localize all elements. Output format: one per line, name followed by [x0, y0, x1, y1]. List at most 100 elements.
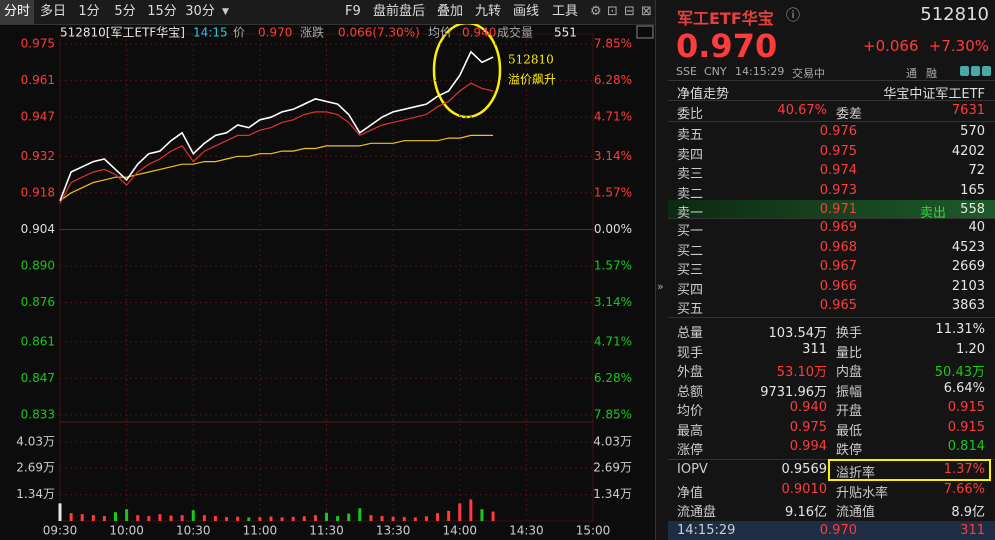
volume-bar [213, 516, 217, 521]
volume-bar [358, 508, 362, 521]
tool-icon[interactable] [982, 66, 991, 76]
dropdown-arrow[interactable]: ▼ [222, 7, 229, 17]
field-label: 升贴水率 [836, 485, 889, 501]
volume-bar [125, 509, 129, 521]
y-tick-label: 0.975 [21, 37, 55, 51]
icon-button[interactable]: ⊡ [607, 4, 618, 19]
field-value: 11.31% [935, 322, 985, 337]
tool-button[interactable]: 画线 [513, 4, 540, 19]
ask-label: 卖四 [677, 147, 704, 163]
sub-time: 14:15:29 [735, 65, 785, 78]
volume-bar [402, 517, 406, 521]
icon-button[interactable]: ⚙ [590, 4, 602, 19]
ask-label: 卖五 [677, 128, 704, 143]
field-value: 0.814 [947, 439, 985, 454]
field-value: 1.37% [943, 462, 985, 477]
splitter[interactable]: » [655, 0, 669, 540]
tool-button[interactable]: 工具 [552, 4, 579, 19]
change: +0.066 [863, 37, 919, 55]
nav-label[interactable]: 净值走势 [677, 87, 730, 102]
bid-label: 买一 [677, 224, 704, 239]
header-change: 0.066(7.30%) [338, 26, 420, 40]
volume-bar [458, 503, 462, 521]
field-value: 9.16亿 [785, 505, 827, 520]
volume-bar [424, 516, 428, 521]
header-vol: 551 [554, 26, 577, 40]
avg-line [59, 134, 494, 202]
volume-bar [291, 516, 295, 521]
field-value: 7.66% [943, 481, 985, 497]
tab[interactable]: 5分 [114, 4, 136, 19]
tab[interactable]: 分时 [0, 0, 34, 24]
volume-bar [280, 517, 284, 521]
pct-tick-label: 0.00% [594, 222, 632, 236]
field-value: 8.9亿 [951, 505, 985, 520]
bid-volume: 3863 [951, 298, 985, 313]
field-label: 委差 [836, 107, 863, 122]
pct-tick-label: 7.85% [594, 37, 632, 51]
ask-volume: 570 [960, 124, 985, 139]
pct-tick-label: 1.57% [594, 185, 632, 199]
price-line [59, 50, 494, 202]
trade-price: 0.970 [819, 523, 857, 538]
x-tick-label: 09:30 [43, 524, 78, 538]
ask-label: 卖三 [677, 167, 704, 182]
field-label: 量比 [836, 345, 863, 361]
field-value: 1.20 [956, 341, 985, 357]
volume-bar [80, 514, 84, 521]
volume-bar [158, 514, 162, 521]
y-tick-label: 0.861 [21, 334, 55, 348]
bid-price: 0.966 [819, 278, 857, 294]
vol-tick-label: 1.34万 [16, 487, 55, 501]
tool-button[interactable]: 叠加 [437, 4, 464, 19]
y-tick-label: 0.932 [21, 149, 55, 163]
header-price-label: 价 [233, 26, 245, 40]
field-label: 换手 [836, 326, 863, 341]
bid-price: 0.969 [819, 220, 857, 235]
tab[interactable]: 多日 [39, 4, 66, 19]
x-tick-label: 15:00 [576, 524, 611, 538]
sub-exchange: SSE [676, 65, 697, 78]
vol-tick-label: 4.03万 [16, 434, 55, 448]
volume-bar [136, 515, 140, 521]
field-label: 开盘 [836, 404, 863, 419]
volume-bar [369, 515, 373, 521]
bid-label: 买二 [677, 243, 704, 259]
tool-button[interactable]: 盘前盘后 [373, 4, 426, 19]
field-label: 总量 [677, 326, 704, 341]
intraday-chart: 512810[军工ETF华宝] 14:15 价 0.970 涨跌 0.066(7.30%)… [16, 24, 654, 538]
field-label: 委比 [677, 107, 704, 122]
tool-icon[interactable] [971, 66, 980, 76]
volume-bar [313, 515, 317, 521]
field-label: 流通盘 [677, 505, 717, 520]
sub-currency: CNY [704, 65, 727, 78]
header-avg: 0.940 [462, 26, 496, 40]
tab[interactable]: 15分 [147, 4, 177, 19]
divider [668, 317, 995, 318]
ask-label: 卖二 [677, 186, 704, 202]
volume-bar [491, 511, 495, 521]
volume-bar [447, 510, 451, 521]
pct-tick-label: 7.85% [594, 408, 632, 422]
field-value: 0.915 [947, 400, 985, 415]
y-tick-label: 0.961 [21, 73, 55, 87]
field-label: 最高 [677, 423, 704, 439]
icon-button[interactable]: ⊠ [641, 4, 652, 19]
tool-button[interactable]: F9 [345, 4, 361, 19]
ask-price: 0.976 [819, 124, 857, 139]
volume-bar [347, 513, 351, 521]
volume-bar [380, 515, 384, 521]
icon-button[interactable]: ⊟ [624, 4, 635, 19]
divider [668, 100, 995, 101]
tab[interactable]: 30分 [185, 4, 215, 19]
info-icon[interactable]: ⓘ [786, 8, 800, 24]
tab[interactable]: 1分 [78, 4, 100, 19]
tool-icon[interactable] [960, 66, 969, 76]
field-label: 均价 [677, 404, 704, 419]
x-tick-label: 10:00 [109, 524, 144, 538]
pct-tick-label: 4.71% [594, 110, 632, 124]
collapse-arrow[interactable]: » [657, 280, 664, 293]
tool-button[interactable]: 九转 [475, 4, 502, 19]
trade-volume: 311 [960, 523, 985, 538]
